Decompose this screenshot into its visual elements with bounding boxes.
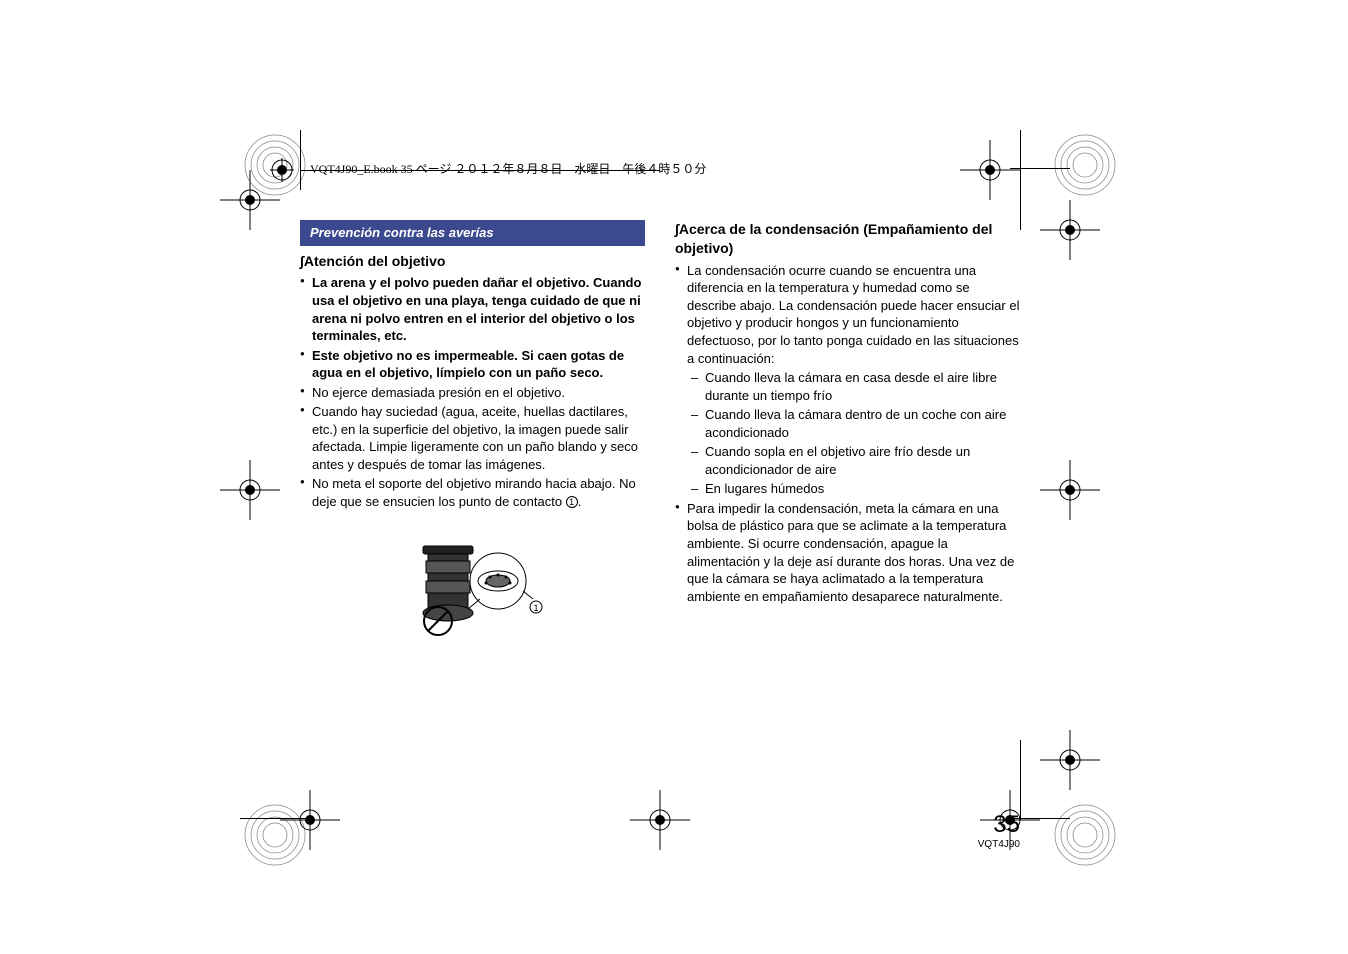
crop-mark-tr	[1040, 120, 1130, 210]
dash-item: Cuando lleva la cámara dentro de un coch…	[687, 406, 1020, 441]
header-line	[300, 170, 660, 171]
left-heading: ∫Atención del objetivo	[300, 252, 645, 271]
left-bullets: La arena y el polvo pueden dañar el obje…	[300, 274, 645, 510]
page-header-text: VQT4J90_E.book 35 ページ ２０１２年８月８日 水曜日 午後４時…	[310, 160, 706, 177]
right-heading-text: Acerca de la condensación (Empañamiento …	[675, 221, 992, 256]
left-heading-text: Atención del objetivo	[304, 253, 446, 269]
bullet-item: Este objetivo no es impermeable. Si caen…	[300, 347, 645, 382]
bullet-item: No ejerce demasiada presión en el objeti…	[300, 384, 645, 402]
dash-item: Cuando lleva la cámara en casa desde el …	[687, 369, 1020, 404]
page: VQT4J90_E.book 35 ページ ２０１２年８月８日 水曜日 午後４時…	[300, 130, 1020, 830]
left-column: Prevención contra las averías ∫Atención …	[300, 220, 645, 645]
page-number-block: 35 VQT4J90	[978, 811, 1020, 850]
page-number: 35	[978, 811, 1020, 839]
reg-mark-right-mid	[1040, 460, 1100, 520]
page-code: VQT4J90	[978, 839, 1020, 850]
bullet-item: La arena y el polvo pueden dañar el obje…	[300, 274, 645, 344]
lens-diagram: 1	[300, 531, 645, 646]
reg-mark-br3	[1040, 730, 1100, 790]
right-dashes: Cuando lleva la cámara en casa desde el …	[687, 369, 1020, 498]
dash-item: Cuando sopla en el objetivo aire frío de…	[687, 443, 1020, 478]
right-intro: La condensación ocurre cuando se encuent…	[687, 263, 1019, 366]
crop-line-tr2-v	[1020, 130, 1021, 230]
crop-mark-br	[1040, 790, 1130, 880]
dash-item: En lugares húmedos	[687, 480, 1020, 498]
reg-mark-left-mid	[220, 460, 280, 520]
reg-mark-top-right2	[1040, 200, 1100, 260]
right-heading: ∫Acerca de la condensación (Empañamiento…	[675, 220, 1020, 258]
circled-number: 1	[566, 496, 578, 508]
bullet-item: No meta el soporte del objetivo mirando …	[300, 475, 645, 510]
right-column: ∫Acerca de la condensación (Empañamiento…	[675, 220, 1020, 645]
bullet-item: Cuando hay suciedad (agua, aceite, huell…	[300, 403, 645, 473]
section-bar: Prevención contra las averías	[300, 220, 645, 246]
diagram-label: 1	[533, 603, 538, 613]
header-bullseye-icon	[270, 158, 294, 182]
right-intro-list: La condensación ocurre cuando se encuent…	[675, 262, 1020, 605]
crop-line-br-v	[1020, 740, 1021, 820]
right-outro: Para impedir la condensación, meta la cá…	[675, 500, 1020, 605]
